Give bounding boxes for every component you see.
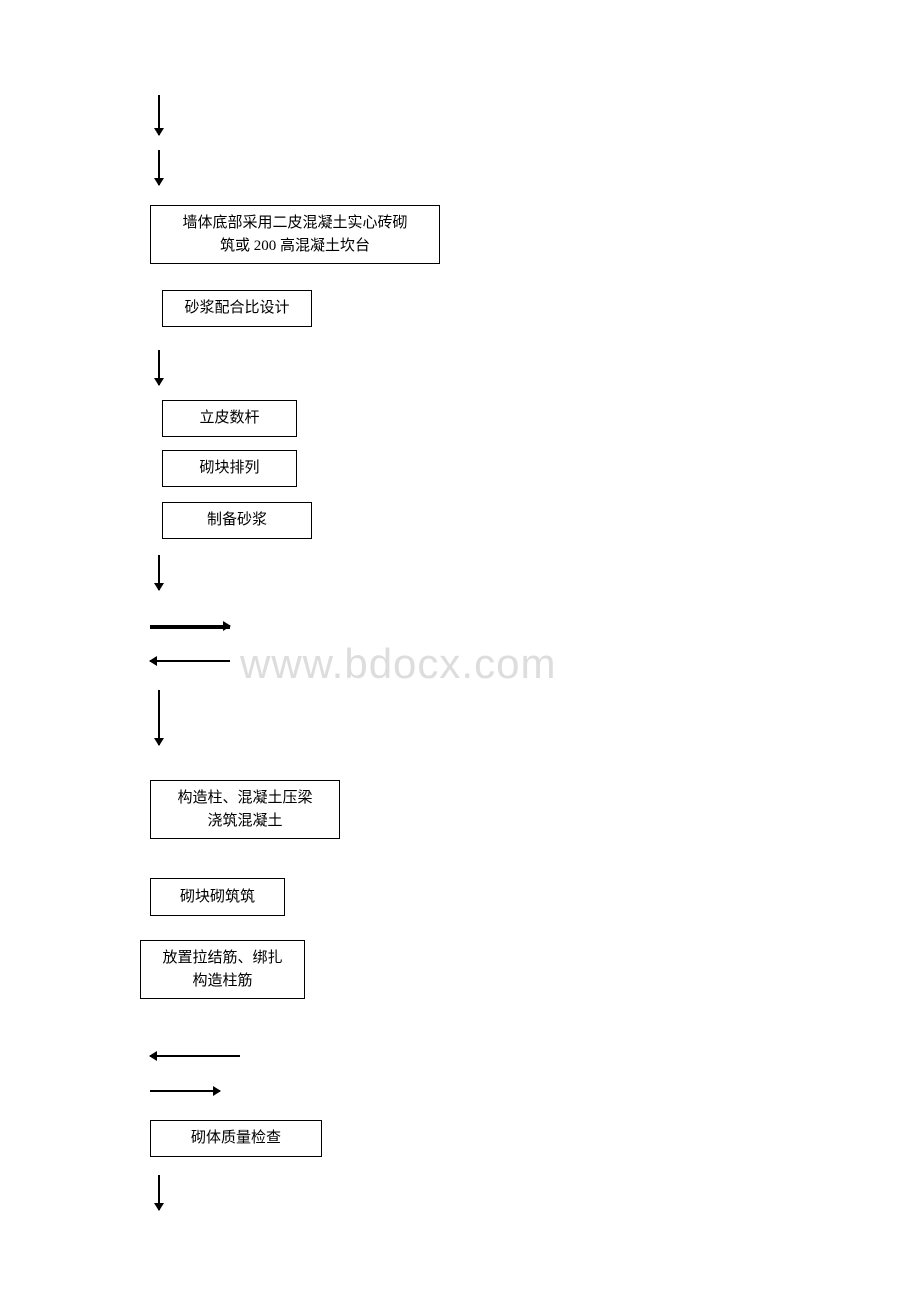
box-text-line: 放置拉结筋、绑扎	[162, 947, 282, 970]
box-text-line: 构造柱筋	[192, 970, 252, 993]
flow-node-arrowL1	[150, 660, 230, 662]
flow-node-arrow1	[158, 95, 160, 135]
box-text-line: 浇筑混凝土	[207, 810, 282, 833]
flow-node-box2: 砂浆配合比设计	[162, 290, 312, 327]
flow-node-arrow2	[158, 150, 160, 185]
box-text-line: 制备砂浆	[207, 509, 267, 532]
box-text-line: 立皮数杆	[199, 407, 259, 430]
watermark-text: www.bdocx.com	[240, 640, 556, 688]
flow-node-box6: 构造柱、混凝土压梁浇筑混凝土	[150, 780, 340, 839]
flow-node-box1: 墙体底部采用二皮混凝土实心砖砌筑或 200 高混凝土坎台	[150, 205, 440, 264]
flow-node-box7: 砌块砌筑筑	[150, 878, 285, 916]
flow-node-arrowR2	[150, 1090, 220, 1092]
box-text-line: 构造柱、混凝土压梁	[177, 787, 312, 810]
flow-node-box9: 砌体质量检查	[150, 1120, 322, 1157]
flow-node-arrow6	[158, 1175, 160, 1210]
box-text-line: 砌块排列	[199, 457, 259, 480]
box-text-line: 砌体质量检查	[191, 1127, 281, 1150]
flow-node-arrow4	[158, 555, 160, 590]
box-text-line: 墙体底部采用二皮混凝土实心砖砌	[182, 212, 407, 235]
flow-node-box8: 放置拉结筋、绑扎构造柱筋	[140, 940, 305, 999]
flow-node-arrow3	[158, 350, 160, 385]
box-text-line: 砌块砌筑筑	[180, 886, 255, 909]
flow-node-box3: 立皮数杆	[162, 400, 297, 437]
flow-node-box4: 砌块排列	[162, 450, 297, 487]
flow-node-line1	[150, 627, 230, 629]
flow-node-arrow5	[158, 690, 160, 745]
box-text-line: 筑或 200 高混凝土坎台	[220, 235, 370, 258]
flow-node-arrowL2	[150, 1055, 240, 1057]
flow-node-box5: 制备砂浆	[162, 502, 312, 539]
box-text-line: 砂浆配合比设计	[184, 297, 289, 320]
